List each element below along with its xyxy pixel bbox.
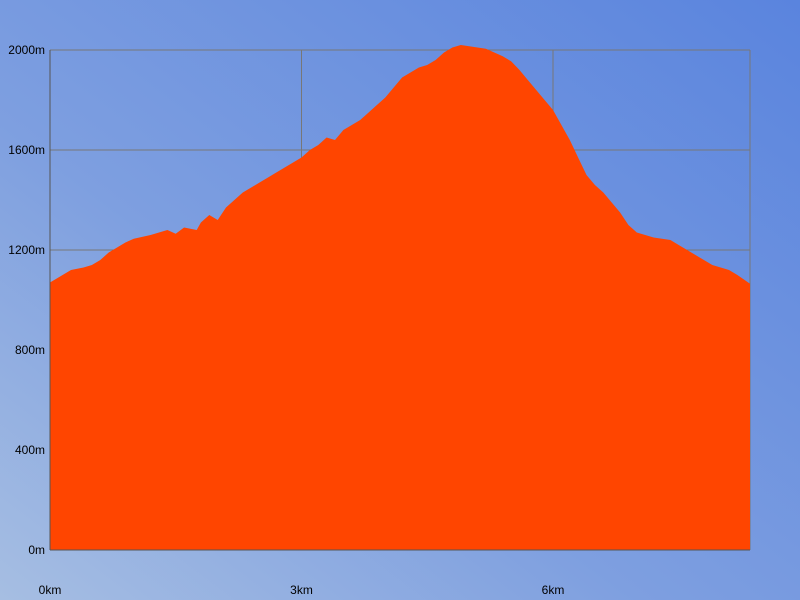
- y-tick-label: 0m: [28, 543, 45, 557]
- y-tick-label: 1200m: [8, 243, 45, 257]
- x-tick-label: 6km: [542, 583, 565, 597]
- elevation-area-series-0: [50, 45, 750, 550]
- area-layer: [50, 45, 750, 550]
- y-axis-ticks: 0m 400m 800m 1200m 1600m 2000m: [8, 43, 51, 557]
- x-tick-label: 0km: [39, 583, 62, 597]
- x-axis-ticks: 0km 3km 6km: [39, 549, 750, 597]
- y-tick-label: 2000m: [8, 43, 45, 57]
- y-tick-label: 1600m: [8, 143, 45, 157]
- y-tick-label: 800m: [15, 343, 45, 357]
- x-tick-label: 3km: [290, 583, 313, 597]
- y-tick-label: 400m: [15, 443, 45, 457]
